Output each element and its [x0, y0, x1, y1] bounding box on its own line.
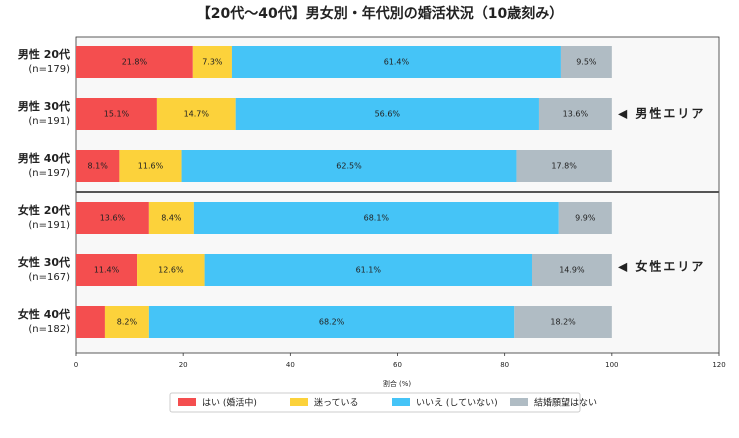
value-label: 13.6% — [100, 214, 126, 223]
category-label: 男性 20代 — [18, 47, 70, 61]
x-tick-label: 80 — [500, 361, 509, 369]
bar-segment — [235, 98, 539, 130]
value-label: 62.5% — [336, 162, 362, 171]
value-label: 8.2% — [117, 318, 138, 327]
category-label: 男性 40代 — [18, 151, 70, 165]
x-tick-label: 0 — [74, 361, 78, 369]
value-label: 15.1% — [104, 110, 130, 119]
bar-segment — [148, 306, 515, 338]
category-label: 女性 40代 — [18, 307, 70, 321]
bar-segment — [181, 150, 517, 182]
bar-segment — [76, 306, 105, 338]
bar-segment — [148, 202, 194, 234]
value-label: 68.1% — [364, 214, 390, 223]
bar-segment — [560, 46, 612, 78]
value-label: 11.4% — [94, 266, 120, 275]
value-label: 8.1% — [88, 162, 109, 171]
legend-swatch — [392, 398, 410, 406]
value-label: 68.2% — [319, 318, 345, 327]
value-label: 56.6% — [375, 110, 401, 119]
x-tick-label: 20 — [179, 361, 188, 369]
sample-size: (n=191) — [28, 220, 70, 231]
x-tick-label: 100 — [605, 361, 618, 369]
bar-segment — [137, 254, 205, 286]
sample-size: (n=182) — [28, 324, 70, 335]
legend-label: 迷っている — [314, 397, 359, 409]
value-label: 9.9% — [575, 214, 596, 223]
bar-segment — [76, 202, 149, 234]
x-tick-label: 120 — [712, 361, 725, 369]
legend-label: いいえ (していない) — [416, 398, 498, 409]
bar-segment — [156, 98, 236, 130]
annotation: ◀ 男性エリア — [618, 106, 705, 121]
sample-size: (n=179) — [28, 64, 70, 75]
value-label: 61.1% — [356, 266, 382, 275]
bar-segment — [558, 202, 612, 234]
value-label: 21.8% — [122, 58, 148, 67]
annotation: ◀ 女性エリア — [618, 259, 705, 274]
value-label: 14.9% — [559, 266, 585, 275]
bar-segment — [514, 306, 612, 338]
bar-segment — [192, 46, 232, 78]
bar-segment — [76, 46, 193, 78]
sample-size: (n=191) — [28, 116, 70, 127]
chart-title: 【20代〜40代】男女別・年代別の婚活状況（10歳刻み） — [197, 5, 563, 22]
bar-segment — [531, 254, 612, 286]
bar-segment — [193, 202, 559, 234]
plot-area — [75, 36, 720, 354]
x-axis-label: 割合 (%) — [383, 379, 412, 388]
legend-label: 結婚願望はない — [534, 397, 597, 409]
bar-segment — [231, 46, 561, 78]
category-label: 女性 30代 — [18, 255, 70, 269]
value-label: 9.5% — [576, 58, 597, 67]
value-label: 17.8% — [551, 162, 577, 171]
legend-swatch — [290, 398, 308, 406]
bar-segment — [204, 254, 532, 286]
x-tick-label: 60 — [393, 361, 402, 369]
value-label: 13.6% — [563, 110, 589, 119]
value-label: 61.4% — [384, 58, 410, 67]
bar-segment — [76, 254, 138, 286]
bar-segment — [516, 150, 612, 182]
value-label: 12.6% — [158, 266, 184, 275]
bar-segment — [104, 306, 149, 338]
legend-swatch — [510, 398, 528, 406]
x-tick-label: 40 — [286, 361, 295, 369]
bar-segment — [119, 150, 182, 182]
legend — [169, 392, 581, 413]
sample-size: (n=167) — [28, 272, 70, 283]
bar-segment — [538, 98, 612, 130]
value-label: 8.4% — [161, 214, 182, 223]
bar-segment — [76, 150, 120, 182]
value-label: 14.7% — [184, 110, 210, 119]
value-label: 7.3% — [202, 58, 223, 67]
category-label: 男性 30代 — [18, 99, 70, 113]
value-label: 18.2% — [550, 318, 576, 327]
legend-swatch — [178, 398, 196, 406]
legend-label: はい (婚活中) — [202, 397, 257, 409]
value-label: 11.6% — [138, 162, 164, 171]
category-label: 女性 20代 — [18, 203, 70, 217]
sample-size: (n=197) — [28, 168, 70, 179]
bar-segment — [76, 98, 157, 130]
